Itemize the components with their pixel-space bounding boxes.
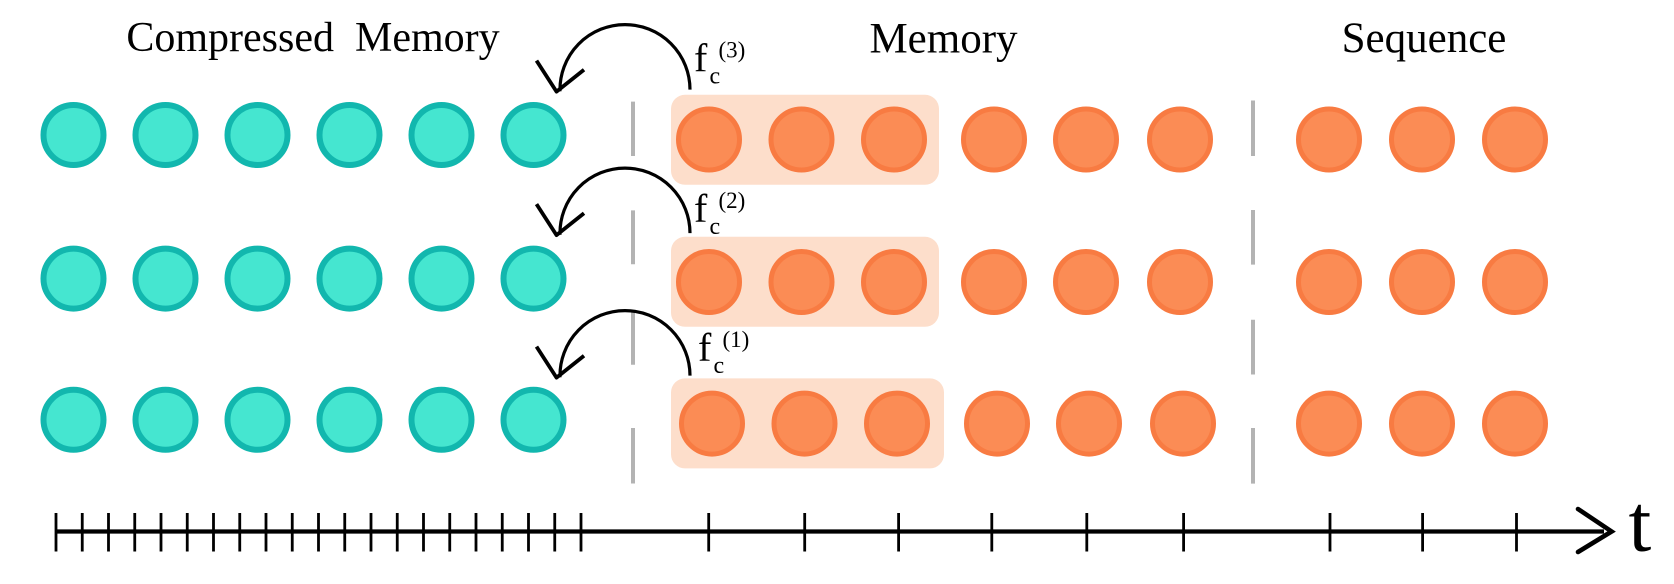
svg-text:(2): (2) — [719, 188, 746, 213]
svg-text:(1): (1) — [723, 327, 750, 352]
svg-text:Sequence: Sequence — [1342, 15, 1507, 62]
svg-text:t: t — [1629, 477, 1652, 568]
svg-text:f: f — [694, 186, 708, 231]
svg-text:f: f — [694, 35, 708, 80]
svg-text:Memory: Memory — [869, 16, 1018, 63]
svg-text:f: f — [698, 325, 712, 370]
svg-text:c: c — [710, 63, 721, 89]
svg-text:c: c — [714, 353, 725, 379]
svg-text:Compressed Memory: Compressed Memory — [126, 15, 499, 61]
svg-text:(3): (3) — [719, 37, 746, 62]
svg-text:c: c — [710, 214, 721, 240]
